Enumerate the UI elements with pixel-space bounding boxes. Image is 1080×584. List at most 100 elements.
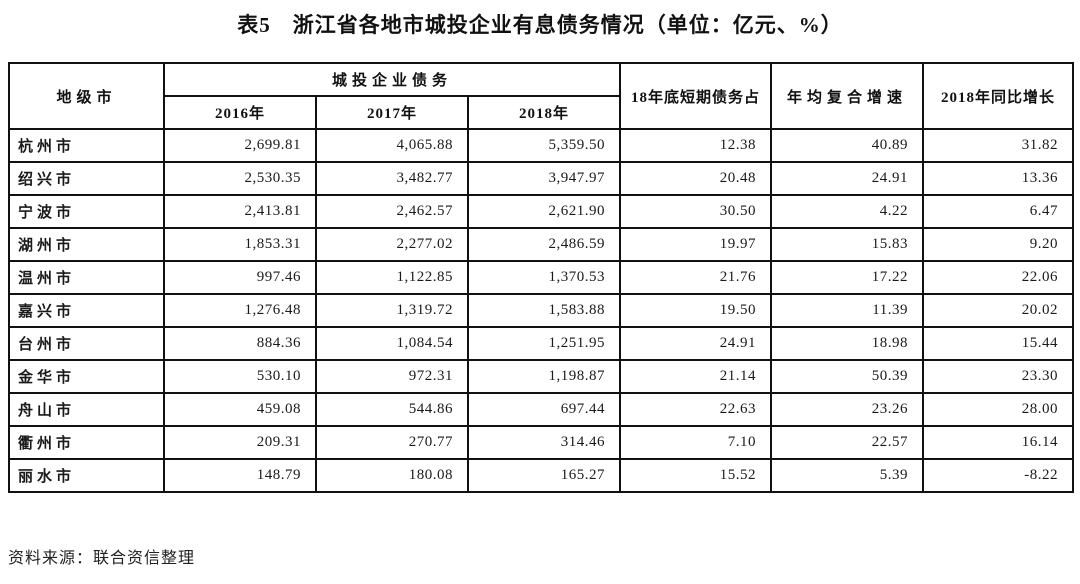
value-cell: 7.10: [619, 425, 772, 460]
value-cell: 20.48: [619, 161, 772, 196]
value-cell: 22.63: [619, 392, 772, 427]
value-cell: 20.02: [922, 293, 1074, 328]
value-cell: 24.91: [619, 326, 772, 361]
value-cell: 16.14: [922, 425, 1074, 460]
value-cell: 2,699.81: [163, 128, 317, 163]
value-cell: 19.97: [619, 227, 772, 262]
value-cell: 50.39: [770, 359, 924, 394]
value-cell: 22.57: [770, 425, 924, 460]
value-cell: 24.91: [770, 161, 924, 196]
value-cell: 2,413.81: [163, 194, 317, 229]
value-cell: 15.83: [770, 227, 924, 262]
value-cell: 270.77: [315, 425, 469, 460]
value-cell: 4.22: [770, 194, 924, 229]
table-row: 舟山市 459.08 544.86 697.44 22.63 23.26 28.…: [8, 392, 1074, 427]
city-cell: 绍兴市: [8, 161, 165, 196]
value-cell: 12.38: [619, 128, 772, 163]
city-cell: 舟山市: [8, 392, 165, 427]
value-cell: 9.20: [922, 227, 1074, 262]
value-cell: 3,482.77: [315, 161, 469, 196]
value-cell: 30.50: [619, 194, 772, 229]
value-cell: -8.22: [922, 458, 1074, 493]
value-cell: 31.82: [922, 128, 1074, 163]
value-cell: 972.31: [315, 359, 469, 394]
value-cell: 40.89: [770, 128, 924, 163]
value-cell: 18.98: [770, 326, 924, 361]
value-cell: 697.44: [467, 392, 621, 427]
debt-table: 地级市 城投企业债务 18年底短期债务占 年均复合增速 2018年同比增长 20…: [8, 62, 1074, 493]
value-cell: 1,853.31: [163, 227, 317, 262]
value-cell: 1,084.54: [315, 326, 469, 361]
header-debt-group: 城投企业债务: [163, 62, 621, 97]
value-cell: 28.00: [922, 392, 1074, 427]
city-cell: 宁波市: [8, 194, 165, 229]
city-cell: 金华市: [8, 359, 165, 394]
table-row: 嘉兴市 1,276.48 1,319.72 1,583.88 19.50 11.…: [8, 293, 1074, 328]
value-cell: 2,530.35: [163, 161, 317, 196]
table-row: 衢州市 209.31 270.77 314.46 7.10 22.57 16.1…: [8, 425, 1074, 460]
value-cell: 15.52: [619, 458, 772, 493]
source-note: 资料来源：联合资信整理: [8, 550, 196, 567]
city-cell: 温州市: [8, 260, 165, 295]
value-cell: 1,251.95: [467, 326, 621, 361]
value-cell: 180.08: [315, 458, 469, 493]
header-yoy-2018: 2018年同比增长: [922, 62, 1074, 130]
value-cell: 15.44: [922, 326, 1074, 361]
value-cell: 2,462.57: [315, 194, 469, 229]
value-cell: 997.46: [163, 260, 317, 295]
value-cell: 1,122.85: [315, 260, 469, 295]
city-cell: 丽水市: [8, 458, 165, 493]
header-row-1: 地级市 城投企业债务 18年底短期债务占 年均复合增速 2018年同比增长: [8, 62, 1074, 130]
table-row: 绍兴市 2,530.35 3,482.77 3,947.97 20.48 24.…: [8, 161, 1074, 196]
value-cell: 1,370.53: [467, 260, 621, 295]
value-cell: 544.86: [315, 392, 469, 427]
value-cell: 21.14: [619, 359, 772, 394]
value-cell: 2,486.59: [467, 227, 621, 262]
table-row: 宁波市 2,413.81 2,462.57 2,621.90 30.50 4.2…: [8, 194, 1074, 229]
value-cell: 3,947.97: [467, 161, 621, 196]
value-cell: 17.22: [770, 260, 924, 295]
value-cell: 459.08: [163, 392, 317, 427]
value-cell: 13.36: [922, 161, 1074, 196]
value-cell: 4,065.88: [315, 128, 469, 163]
value-cell: 209.31: [163, 425, 317, 460]
table-title: 表5 浙江省各地市城投企业有息债务情况（单位：亿元、%）: [237, 13, 843, 37]
header-year-2017: 2017年: [315, 95, 469, 130]
header-cagr: 年均复合增速: [770, 62, 924, 130]
table-row: 湖州市 1,853.31 2,277.02 2,486.59 19.97 15.…: [8, 227, 1074, 262]
value-cell: 314.46: [467, 425, 621, 460]
table-row: 温州市 997.46 1,122.85 1,370.53 21.76 17.22…: [8, 260, 1074, 295]
value-cell: 1,198.87: [467, 359, 621, 394]
value-cell: 530.10: [163, 359, 317, 394]
value-cell: 22.06: [922, 260, 1074, 295]
city-cell: 台州市: [8, 326, 165, 361]
city-cell: 湖州市: [8, 227, 165, 262]
value-cell: 1,583.88: [467, 293, 621, 328]
value-cell: 1,276.48: [163, 293, 317, 328]
value-cell: 11.39: [770, 293, 924, 328]
header-row-2: 2016年 2017年 2018年: [9, 95, 1073, 130]
header-year-2018: 2018年: [467, 95, 621, 130]
city-cell: 杭州市: [8, 128, 165, 163]
value-cell: 5,359.50: [467, 128, 621, 163]
value-cell: 884.36: [163, 326, 317, 361]
value-cell: 21.76: [619, 260, 772, 295]
value-cell: 6.47: [922, 194, 1074, 229]
table-row: 台州市 884.36 1,084.54 1,251.95 24.91 18.98…: [8, 326, 1074, 361]
value-cell: 19.50: [619, 293, 772, 328]
value-cell: 1,319.72: [315, 293, 469, 328]
header-short-term-share: 18年底短期债务占: [619, 62, 772, 130]
header-city: 地级市: [8, 62, 165, 130]
header-year-2016: 2016年: [163, 95, 317, 130]
table-row: 杭州市 2,699.81 4,065.88 5,359.50 12.38 40.…: [8, 128, 1074, 163]
city-cell: 嘉兴市: [8, 293, 165, 328]
value-cell: 165.27: [467, 458, 621, 493]
city-cell: 衢州市: [8, 425, 165, 460]
value-cell: 2,621.90: [467, 194, 621, 229]
value-cell: 2,277.02: [315, 227, 469, 262]
value-cell: 23.30: [922, 359, 1074, 394]
value-cell: 148.79: [163, 458, 317, 493]
table-row: 丽水市 148.79 180.08 165.27 15.52 5.39 -8.2…: [8, 458, 1074, 493]
value-cell: 5.39: [770, 458, 924, 493]
